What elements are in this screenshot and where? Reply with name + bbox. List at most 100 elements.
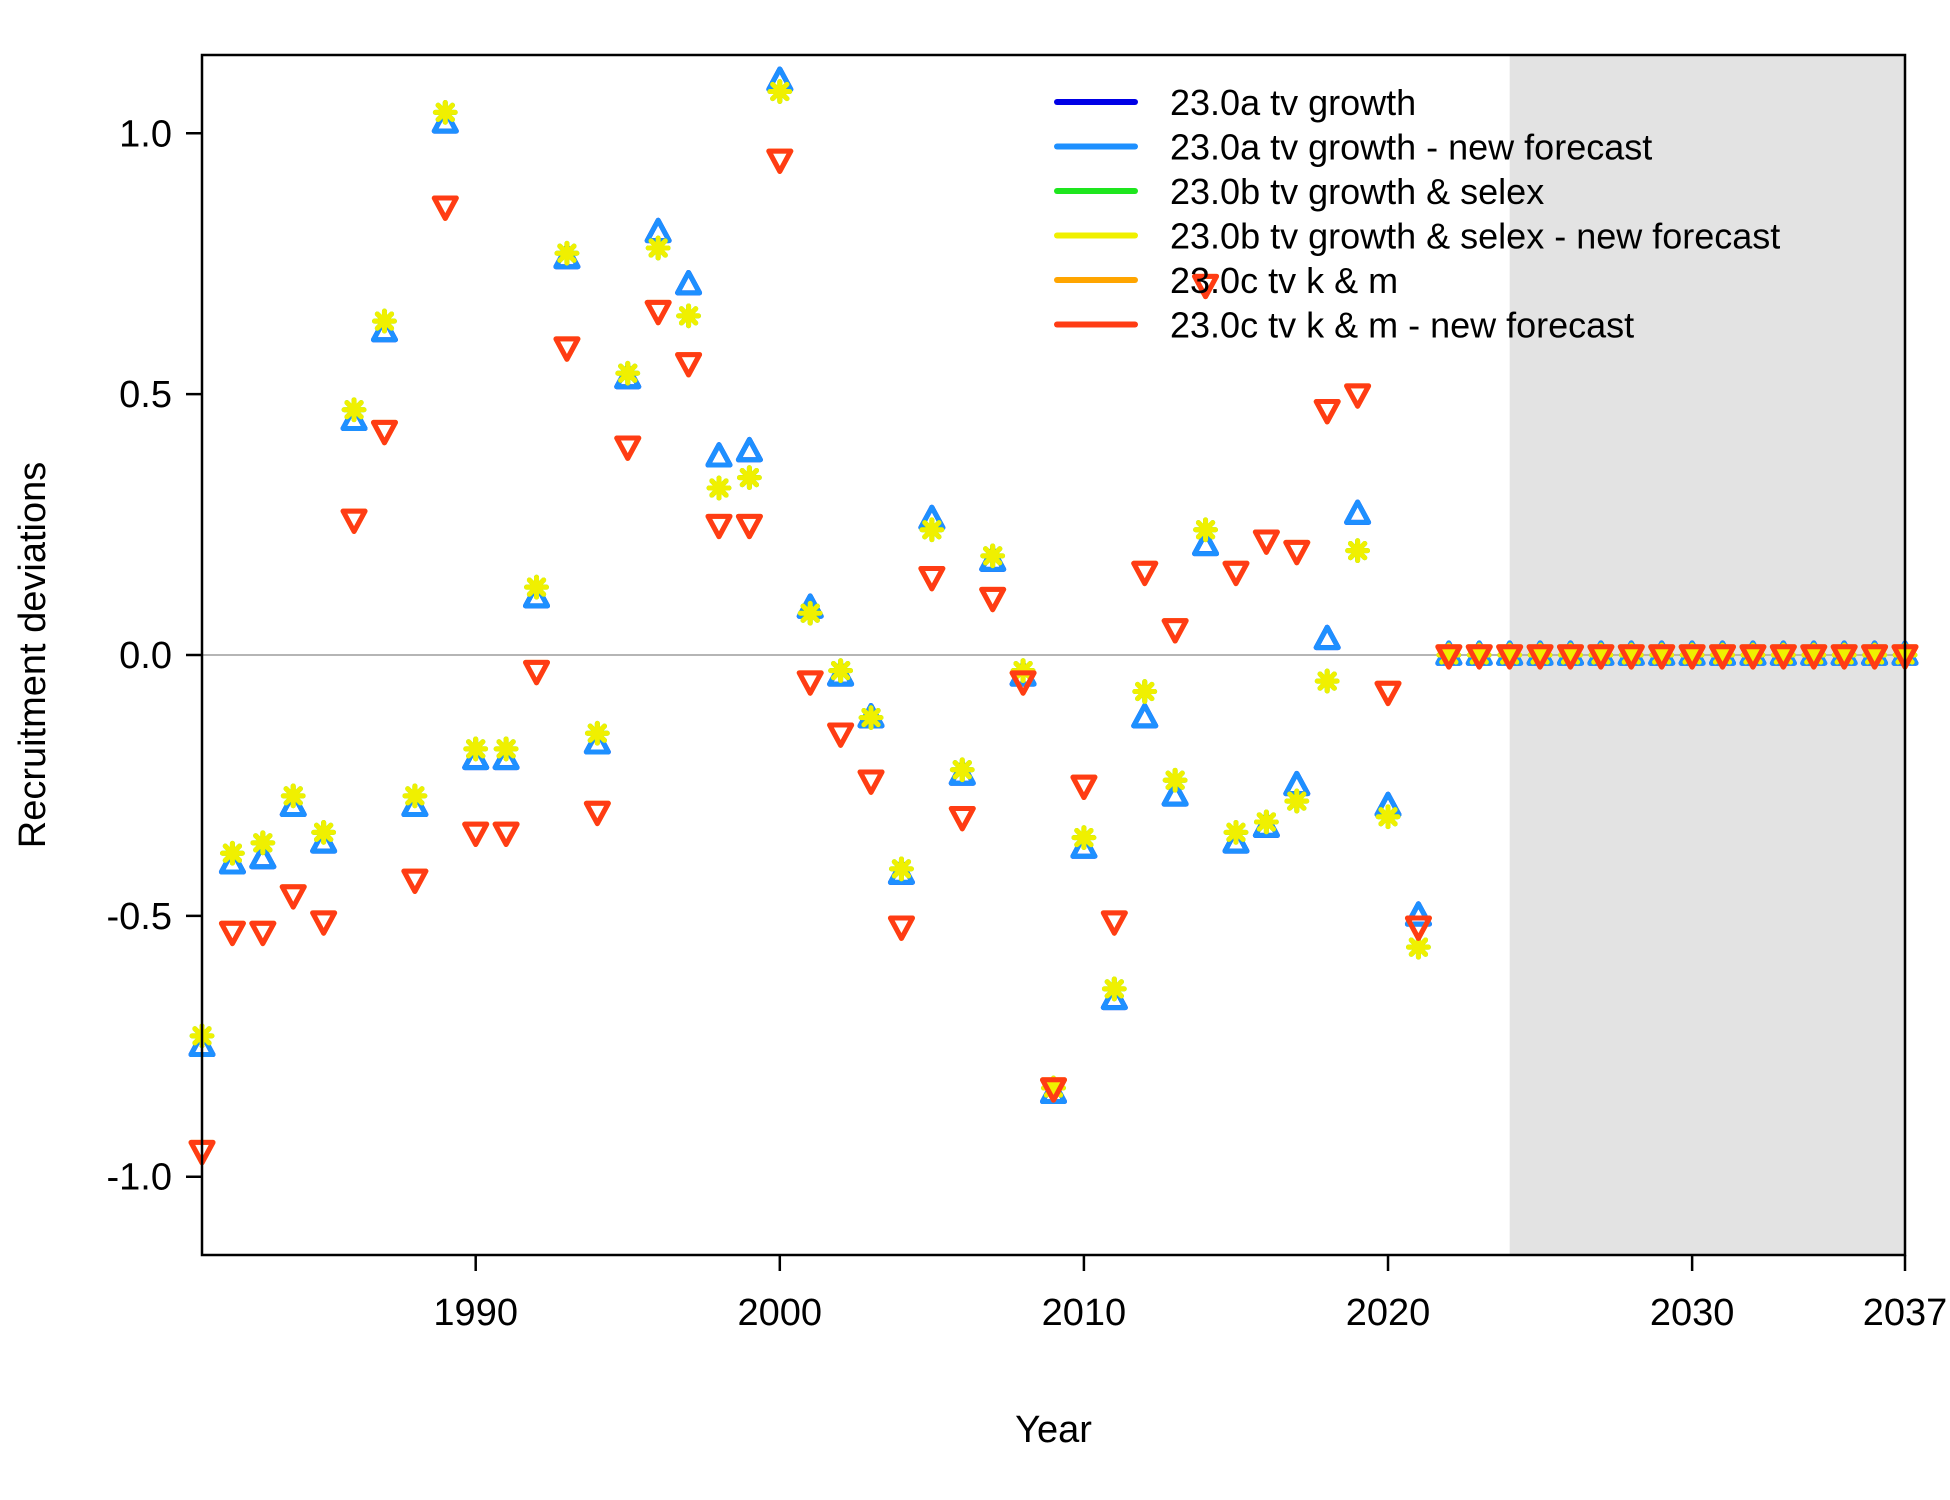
data-point — [1009, 670, 1037, 696]
data-point — [402, 783, 428, 809]
data-point — [1283, 539, 1311, 566]
legend-label: 23.0c tv k & m — [1170, 260, 1398, 301]
data-point — [1587, 644, 1615, 670]
data-point — [372, 308, 397, 334]
data-point — [827, 722, 855, 748]
data-point — [1161, 618, 1189, 644]
y-axis: 1.0 0.5 0.0 -0.5 -1.0 — [107, 113, 202, 1199]
data-point — [310, 910, 338, 936]
data-point — [1617, 644, 1645, 670]
data-point — [1556, 644, 1584, 670]
data-point — [1496, 644, 1524, 670]
data-point — [645, 235, 671, 261]
data-point — [1861, 644, 1889, 670]
data-point — [554, 240, 580, 266]
series-6 — [188, 148, 1919, 1166]
y-tick-label: 1.0 — [119, 113, 172, 155]
data-point — [370, 419, 398, 446]
x-tick-label: 2000 — [738, 1292, 823, 1334]
data-point — [1192, 273, 1220, 300]
data-point — [1132, 679, 1158, 704]
data-point — [1313, 624, 1341, 651]
x-tick-label: 2030 — [1650, 1292, 1735, 1334]
data-point — [675, 352, 703, 378]
data-point — [1770, 642, 1796, 668]
data-point — [767, 79, 793, 104]
data-point — [644, 299, 672, 326]
data-point — [1404, 915, 1432, 941]
data-point — [736, 465, 762, 491]
data-point — [250, 830, 276, 856]
data-point — [614, 435, 642, 461]
legend-label: 23.0a tv growth - new forecast — [1170, 127, 1652, 168]
x-tick-label: 1990 — [433, 1292, 518, 1334]
data-point — [1404, 901, 1432, 927]
data-point — [857, 769, 885, 795]
data-point — [1101, 976, 1127, 1002]
data-point — [1526, 644, 1554, 670]
data-point — [1162, 767, 1188, 793]
data-point — [311, 819, 337, 845]
data-point — [462, 821, 490, 847]
data-point — [553, 336, 581, 362]
data-point — [1739, 644, 1767, 670]
data-point — [1678, 644, 1706, 670]
data-point — [889, 856, 914, 882]
data-point — [735, 513, 763, 540]
data-point — [1040, 1077, 1067, 1103]
series-layer — [188, 66, 1919, 1166]
data-point — [1345, 538, 1371, 564]
data-point — [1831, 642, 1857, 668]
data-point — [1435, 644, 1463, 670]
data-point — [340, 508, 368, 534]
data-point — [463, 736, 489, 762]
data-point — [1862, 642, 1887, 668]
data-point — [1648, 644, 1676, 670]
y-tick-label: -1.0 — [107, 1157, 172, 1199]
data-point — [1436, 642, 1462, 668]
data-point — [1466, 642, 1492, 668]
data-point — [1800, 644, 1828, 670]
data-point — [979, 586, 1007, 613]
data-point — [1284, 788, 1310, 814]
data-point — [948, 805, 976, 832]
data-point — [675, 269, 703, 296]
data-point — [705, 442, 733, 468]
legend-label: 23.0a tv growth — [1170, 82, 1416, 123]
data-point — [1344, 499, 1372, 525]
data-point — [431, 195, 459, 221]
data-point — [1193, 517, 1218, 543]
data-point — [796, 670, 824, 696]
data-point — [735, 436, 763, 463]
data-point — [1558, 642, 1583, 668]
data-point — [492, 821, 520, 847]
legend-label: 23.0b tv growth & selex — [1170, 171, 1544, 212]
data-point — [1465, 644, 1493, 670]
x-tick-label: 2020 — [1346, 1292, 1431, 1334]
data-point — [766, 148, 794, 174]
legend-label: 23.0c tv k & m - new forecast — [1170, 305, 1634, 346]
data-point — [1375, 804, 1401, 830]
data-point — [919, 517, 945, 543]
data-point — [1041, 1075, 1066, 1101]
x-tick-label: 2037 — [1863, 1292, 1948, 1334]
data-point — [1313, 399, 1341, 425]
data-point — [1374, 680, 1402, 707]
data-point — [249, 920, 277, 947]
data-point — [1679, 642, 1705, 668]
data-point — [1071, 825, 1097, 851]
data-point — [401, 868, 429, 894]
data-point — [1161, 781, 1189, 807]
data-point — [249, 843, 277, 870]
data-point — [1710, 642, 1735, 668]
data-point — [1252, 529, 1280, 555]
data-point — [949, 757, 975, 783]
data-point — [493, 736, 519, 762]
data-point — [887, 915, 915, 941]
data-point — [523, 659, 551, 686]
data-point — [220, 840, 245, 866]
data-point — [280, 783, 306, 809]
y-tick-label: -0.5 — [107, 896, 172, 938]
